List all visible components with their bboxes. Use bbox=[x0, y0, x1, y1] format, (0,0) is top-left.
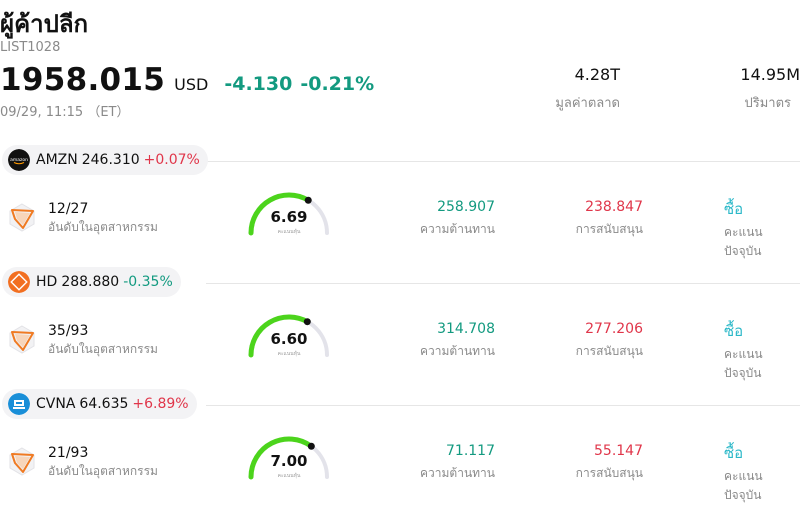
volume-label: ปริมาตร bbox=[744, 96, 791, 111]
support-value: 238.847 bbox=[585, 199, 643, 215]
index-price: 1958.015 bbox=[0, 62, 166, 98]
support-label: การสนับสนุน bbox=[575, 466, 643, 480]
rating-label: คะแนนปัจจุบัน bbox=[724, 225, 763, 258]
industry-rank-label: อันดับในอุตสาหกรรม bbox=[48, 220, 158, 234]
price-change-percent: -0.21% bbox=[300, 73, 375, 95]
stock-chip-hd[interactable]: HD 288.880 -0.35% bbox=[2, 267, 181, 297]
price-change: -4.130 bbox=[224, 73, 293, 95]
stock-chip-cvna[interactable]: CVNA 64.635 +6.89% bbox=[2, 389, 197, 419]
page-title: ผู้ค้าปลีก bbox=[0, 10, 89, 38]
carvana-logo-icon bbox=[8, 393, 30, 415]
market-cap-label: มูลค่าตลาด bbox=[555, 96, 620, 111]
stock-change: +0.07% bbox=[143, 152, 200, 168]
stock-price: 64.635 bbox=[79, 396, 129, 412]
rating-value[interactable]: ซื้อ bbox=[724, 322, 744, 340]
stock-score-value: 7.00 bbox=[270, 452, 308, 470]
price-row: 1958.015 USD -4.130 -0.21% bbox=[0, 62, 374, 98]
stock-score-gauge[interactable] bbox=[244, 189, 334, 245]
rating-value[interactable]: ซื้อ bbox=[724, 200, 744, 218]
rating-value[interactable]: ซื้อ bbox=[724, 444, 744, 462]
industry-rank-label: อันดับในอุตสาหกรรม bbox=[48, 464, 158, 478]
industry-rank-value: 21/93 bbox=[48, 445, 89, 461]
stock-price: 288.880 bbox=[61, 274, 120, 290]
section-divider bbox=[206, 283, 800, 284]
support-value: 55.147 bbox=[594, 443, 643, 459]
stock-score-gauge[interactable] bbox=[244, 433, 334, 489]
industry-rank-icon bbox=[8, 324, 36, 354]
industry-rank-value: 35/93 bbox=[48, 323, 89, 339]
market-cap-value: 4.28T bbox=[574, 65, 620, 84]
stock-score-value: 6.69 bbox=[270, 208, 308, 226]
stock-score-label: คะแนนหุ้น bbox=[277, 229, 301, 235]
support-label: การสนับสนุน bbox=[575, 344, 643, 358]
section-divider bbox=[206, 161, 800, 162]
stock-ticker: HD bbox=[36, 274, 58, 290]
currency: USD bbox=[174, 75, 209, 94]
stock-ticker: CVNA bbox=[36, 396, 76, 412]
stock-score-gauge[interactable] bbox=[244, 311, 334, 367]
stock-score-label: คะแนนหุ้น bbox=[277, 473, 301, 479]
resistance-value: 314.708 bbox=[437, 321, 495, 337]
section-divider bbox=[206, 405, 800, 406]
stock-ticker: AMZN bbox=[36, 152, 78, 168]
stock-chip-amzn[interactable]: amazon AMZN 246.310 +0.07% bbox=[2, 145, 208, 175]
resistance-label: ความต้านทาน bbox=[420, 466, 495, 480]
industry-rank-value: 12/27 bbox=[48, 201, 89, 217]
industry-rank-icon bbox=[8, 202, 36, 232]
resistance-label: ความต้านทาน bbox=[420, 344, 495, 358]
resistance-value: 71.117 bbox=[446, 443, 495, 459]
stock-change: -0.35% bbox=[123, 274, 173, 290]
industry-rank-icon bbox=[8, 446, 36, 476]
index-code: LIST1028 bbox=[0, 40, 61, 55]
amazon-logo-icon: amazon bbox=[8, 149, 30, 171]
resistance-label: ความต้านทาน bbox=[420, 222, 495, 236]
stock-score-label: คะแนนหุ้น bbox=[277, 351, 301, 357]
stock-price: 246.310 bbox=[81, 152, 140, 168]
svg-text:amazon: amazon bbox=[10, 158, 28, 163]
home-depot-logo-icon bbox=[8, 271, 30, 293]
stock-score-value: 6.60 bbox=[270, 330, 308, 348]
rating-label: คะแนนปัจจุบัน bbox=[724, 469, 763, 502]
support-value: 277.206 bbox=[585, 321, 643, 337]
quote-time: 09/29, 11:15 （ET） bbox=[0, 105, 130, 120]
stock-change: +6.89% bbox=[132, 396, 189, 412]
volume-value: 14.95M bbox=[740, 65, 800, 84]
support-label: การสนับสนุน bbox=[575, 222, 643, 236]
resistance-value: 258.907 bbox=[437, 199, 495, 215]
industry-rank-label: อันดับในอุตสาหกรรม bbox=[48, 342, 158, 356]
rating-label: คะแนนปัจจุบัน bbox=[724, 347, 763, 380]
